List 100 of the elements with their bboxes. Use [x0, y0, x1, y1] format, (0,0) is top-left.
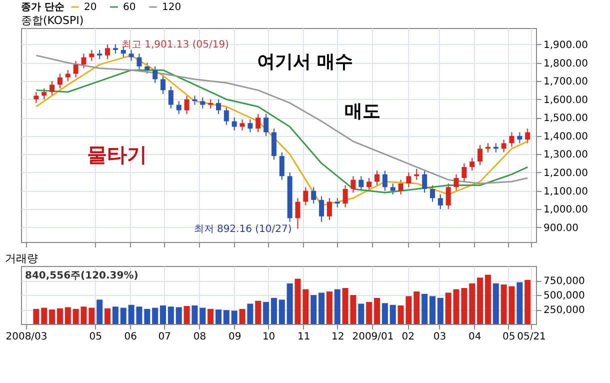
candlestick: [279, 152, 284, 180]
chart-title: 거래량: [5, 252, 38, 265]
y-tick-label: 1,300.00: [544, 150, 588, 161]
bar: [358, 304, 364, 324]
bar: [278, 300, 285, 324]
bar: [184, 306, 190, 324]
x-tick-label: 02: [402, 332, 414, 342]
candlestick: [184, 95, 190, 114]
bar: [120, 308, 126, 324]
annotation: 최고 1,901.13 (05/19): [121, 39, 230, 50]
candlestick: [232, 117, 237, 131]
candlestick: [81, 53, 86, 69]
y-tick-label: 1,100.00: [544, 186, 588, 198]
candlestick: [73, 60, 78, 78]
candlestick: [57, 73, 62, 89]
candlestick: [97, 49, 102, 60]
annotation: 840,556주(120.39%): [25, 270, 138, 282]
bar: [64, 307, 71, 324]
candlestick: [422, 170, 428, 194]
bar: [160, 305, 166, 324]
x-tick-label: 03: [433, 332, 446, 342]
x-tick-label: 08: [193, 332, 206, 342]
x-tick-label: 11: [298, 332, 310, 342]
bar: [524, 280, 531, 324]
bar: [88, 308, 95, 324]
candlestick: [517, 132, 522, 144]
candlestick: [342, 184, 348, 208]
legend-title: 종가 단순: [21, 2, 64, 13]
candlestick: [454, 174, 459, 192]
candlestick: [525, 128, 530, 144]
x-tick-label: 2009/01: [352, 332, 394, 342]
y-tick-label: 500,000: [544, 290, 585, 302]
bar: [223, 310, 230, 324]
bar: [477, 278, 484, 324]
y-tick-label: 900.00: [544, 222, 578, 234]
annotation: 여기서 매수: [256, 52, 354, 73]
bar: [231, 310, 238, 324]
candlestick: [271, 128, 276, 160]
candlestick: [470, 157, 475, 172]
x-tick-label: 07: [158, 332, 172, 342]
y-tick-label: 1,200.00: [544, 168, 588, 179]
bar: [247, 304, 254, 324]
bar: [49, 310, 56, 324]
y-tick-label: 750,000: [544, 276, 585, 287]
y-tick-label: 1,800.00: [544, 58, 588, 70]
legend-label: 120: [162, 2, 182, 13]
bar: [294, 278, 301, 324]
candlestick: [256, 113, 261, 133]
bar: [437, 298, 444, 324]
bar: [469, 283, 476, 324]
bar: [366, 302, 372, 324]
candlestick: [462, 162, 467, 182]
candlestick: [112, 44, 118, 54]
bar: [152, 308, 158, 324]
y-tick-label: 1,000.00: [544, 204, 588, 216]
candlestick: [128, 49, 134, 62]
candlestick: [398, 179, 404, 195]
candlestick: [176, 100, 182, 114]
bar: [270, 298, 277, 324]
x-tick-label: 10: [262, 332, 276, 342]
candlestick: [264, 113, 269, 136]
candlestick: [438, 194, 443, 210]
candlestick: [509, 132, 514, 148]
bar: [484, 274, 491, 324]
bar: [374, 298, 380, 324]
bar: [286, 283, 293, 324]
annotation: 최저 892.16 (10/27): [194, 224, 292, 235]
candlestick: [200, 97, 206, 109]
bar: [390, 304, 396, 324]
bar: [310, 295, 317, 324]
x-tick-label: 04: [468, 332, 482, 342]
bar: [168, 306, 174, 324]
candlestick: [50, 80, 55, 96]
annotation: 매도: [344, 100, 380, 122]
x-tick-label: 05/21: [517, 332, 546, 342]
x-tick-label: 12: [332, 332, 344, 342]
bar: [112, 306, 118, 324]
bar: [96, 300, 103, 324]
y-tick-label: 1,600.00: [544, 94, 588, 106]
candlestick: [89, 49, 94, 62]
bar: [215, 310, 222, 324]
x-tick-label: 05: [502, 332, 516, 342]
candlestick: [446, 182, 451, 210]
bar: [104, 308, 111, 324]
y-tick-label: 1,700.00: [544, 76, 588, 88]
candlestick: [216, 98, 221, 114]
bar: [414, 292, 420, 324]
candlestick: [152, 66, 158, 84]
x-tick-label: 09: [228, 332, 242, 342]
bar: [255, 300, 262, 324]
candlestick: [34, 92, 39, 104]
bar: [302, 289, 309, 324]
y-tick-label: 1,400.00: [544, 131, 588, 142]
bar: [500, 284, 507, 324]
bar: [326, 292, 332, 324]
bar: [508, 286, 515, 324]
candlestick: [295, 198, 300, 230]
candlestick: [430, 184, 435, 202]
bar: [382, 303, 388, 324]
x-tick-label: 06: [124, 332, 138, 342]
